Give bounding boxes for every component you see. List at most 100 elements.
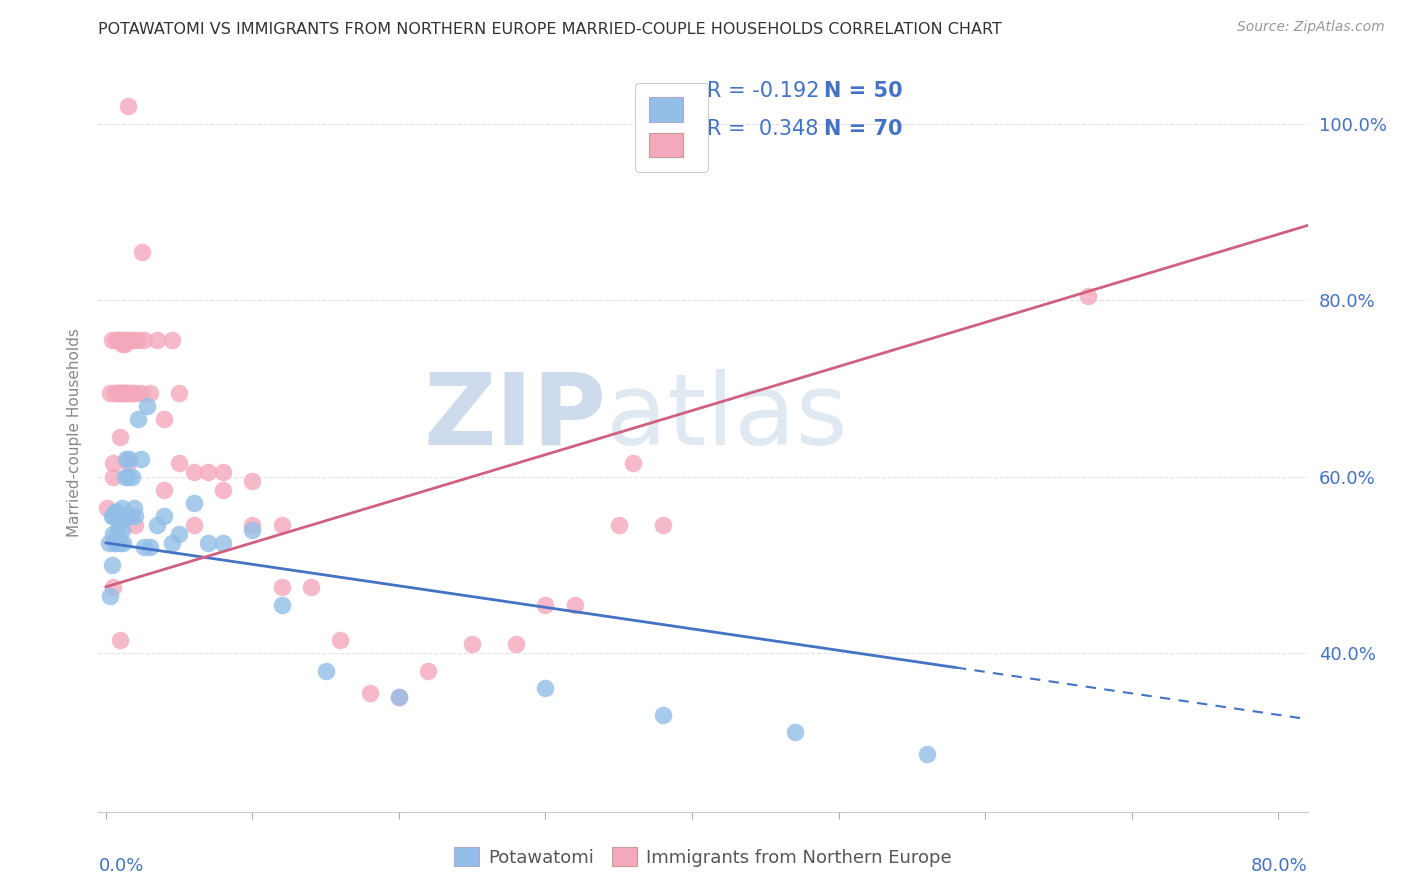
Point <box>138 386 160 401</box>
Point <box>100 558 122 572</box>
Point <box>105 386 128 401</box>
Point <box>110 632 132 647</box>
Text: R =  0.348: R = 0.348 <box>707 120 818 139</box>
Point <box>98 589 121 603</box>
Point <box>103 536 125 550</box>
Point <box>160 536 183 550</box>
Point <box>183 465 205 479</box>
Point <box>160 333 183 347</box>
Point <box>103 505 125 519</box>
Point <box>212 536 235 550</box>
Point <box>108 518 131 533</box>
Point <box>212 465 235 479</box>
Point <box>153 412 176 426</box>
Point <box>124 518 146 533</box>
Point <box>118 386 141 401</box>
Point <box>240 518 263 533</box>
Point <box>101 527 124 541</box>
Point <box>111 337 134 351</box>
Point <box>132 540 155 554</box>
Point <box>270 598 292 612</box>
Text: 0.0%: 0.0% <box>98 857 143 875</box>
Point <box>112 386 135 401</box>
Point <box>115 386 138 401</box>
Point <box>101 457 124 471</box>
Point <box>120 509 142 524</box>
Point <box>183 496 205 510</box>
Point <box>122 500 145 515</box>
Point <box>388 690 411 705</box>
Point <box>112 536 135 550</box>
Point <box>110 430 132 444</box>
Point <box>315 664 337 678</box>
Point <box>212 483 235 497</box>
Point <box>111 523 134 537</box>
Point <box>167 527 190 541</box>
Point <box>108 509 131 524</box>
Point <box>115 452 138 467</box>
Point <box>114 386 136 401</box>
Point <box>108 386 131 401</box>
Point <box>270 580 292 594</box>
Text: POTAWATOMI VS IMMIGRANTS FROM NORTHERN EUROPE MARRIED-COUPLE HOUSEHOLDS CORRELAT: POTAWATOMI VS IMMIGRANTS FROM NORTHERN E… <box>98 22 1002 37</box>
Point <box>98 386 121 401</box>
Point <box>111 500 134 515</box>
Point <box>129 452 152 467</box>
Point <box>299 580 322 594</box>
Point <box>418 664 440 678</box>
Point <box>114 337 136 351</box>
Point <box>112 333 135 347</box>
Point <box>127 333 149 347</box>
Point <box>240 523 263 537</box>
Point <box>127 412 149 426</box>
Point <box>1077 289 1099 303</box>
Point <box>105 333 128 347</box>
Point <box>534 681 557 696</box>
Text: R = -0.192: R = -0.192 <box>707 81 820 102</box>
Text: 80.0%: 80.0% <box>1251 857 1308 875</box>
Text: N = 50: N = 50 <box>824 81 903 102</box>
Legend: , : , <box>636 83 707 171</box>
Point <box>110 536 132 550</box>
Point <box>100 333 122 347</box>
Point <box>115 333 138 347</box>
Point <box>505 637 527 651</box>
Point <box>564 598 586 612</box>
Point <box>183 518 205 533</box>
Point <box>105 505 128 519</box>
Point <box>329 632 352 647</box>
Point <box>138 540 160 554</box>
Point <box>153 483 176 497</box>
Point <box>121 469 143 483</box>
Point <box>359 686 381 700</box>
Point <box>111 386 134 401</box>
Point <box>146 518 169 533</box>
Point <box>97 536 120 550</box>
Point <box>107 527 129 541</box>
Text: N = 70: N = 70 <box>824 120 903 139</box>
Point <box>120 333 142 347</box>
Point <box>112 509 135 524</box>
Text: ZIP: ZIP <box>423 369 606 466</box>
Text: Source: ZipAtlas.com: Source: ZipAtlas.com <box>1237 20 1385 34</box>
Text: atlas: atlas <box>606 369 848 466</box>
Legend: Potawatomi, Immigrants from Northern Europe: Potawatomi, Immigrants from Northern Eur… <box>447 840 959 874</box>
Point <box>117 509 139 524</box>
Point <box>651 707 673 722</box>
Point <box>197 536 219 550</box>
Point <box>96 500 118 515</box>
Point <box>103 386 125 401</box>
Point <box>117 457 139 471</box>
Point <box>534 598 557 612</box>
Point <box>135 399 157 413</box>
Point <box>915 747 938 762</box>
Point <box>240 474 263 488</box>
Point <box>651 518 673 533</box>
Point <box>270 518 292 533</box>
Point <box>117 333 139 347</box>
Point <box>107 333 129 347</box>
Point <box>124 509 146 524</box>
Point <box>121 386 143 401</box>
Point <box>621 457 644 471</box>
Point <box>131 244 153 259</box>
